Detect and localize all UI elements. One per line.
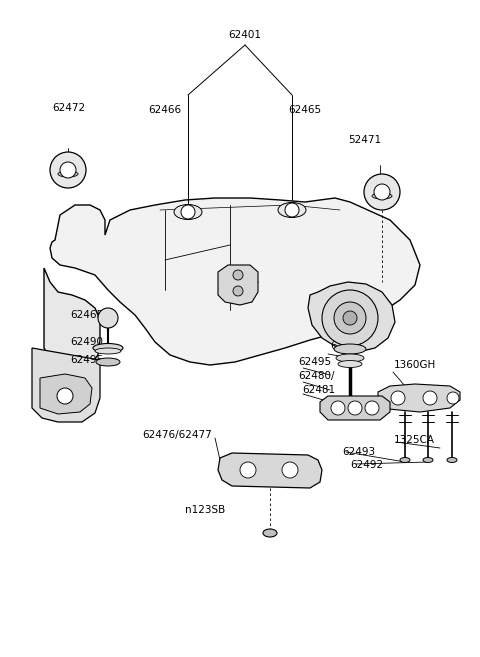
Ellipse shape bbox=[263, 529, 277, 537]
Text: 62495: 62495 bbox=[298, 357, 331, 367]
Circle shape bbox=[343, 311, 357, 325]
Polygon shape bbox=[218, 265, 258, 305]
Ellipse shape bbox=[278, 202, 306, 217]
Circle shape bbox=[374, 184, 390, 200]
Ellipse shape bbox=[95, 348, 121, 354]
Ellipse shape bbox=[336, 354, 364, 362]
Text: 52471: 52471 bbox=[348, 135, 381, 145]
Circle shape bbox=[285, 203, 299, 217]
Polygon shape bbox=[218, 453, 322, 488]
Polygon shape bbox=[50, 198, 420, 365]
Circle shape bbox=[365, 401, 379, 415]
Ellipse shape bbox=[96, 358, 120, 366]
Text: 1325CA: 1325CA bbox=[394, 435, 435, 445]
Circle shape bbox=[391, 391, 405, 405]
Text: 62401: 62401 bbox=[228, 30, 262, 40]
Circle shape bbox=[423, 391, 437, 405]
Polygon shape bbox=[320, 396, 390, 420]
Text: 62481: 62481 bbox=[302, 385, 335, 395]
Ellipse shape bbox=[338, 361, 362, 367]
Text: 62490: 62490 bbox=[70, 337, 103, 347]
Text: 62491: 62491 bbox=[330, 341, 363, 351]
Text: 62466: 62466 bbox=[148, 105, 181, 115]
Ellipse shape bbox=[447, 457, 457, 463]
Polygon shape bbox=[40, 374, 92, 414]
Polygon shape bbox=[378, 384, 460, 412]
Circle shape bbox=[364, 174, 400, 210]
Ellipse shape bbox=[334, 344, 366, 354]
Text: 62465: 62465 bbox=[330, 327, 363, 337]
Ellipse shape bbox=[58, 171, 78, 177]
Circle shape bbox=[233, 286, 243, 296]
Ellipse shape bbox=[372, 193, 392, 199]
Text: 62480/: 62480/ bbox=[298, 371, 335, 381]
Circle shape bbox=[331, 401, 345, 415]
Circle shape bbox=[447, 392, 459, 404]
Ellipse shape bbox=[400, 457, 410, 463]
Polygon shape bbox=[32, 348, 100, 422]
Polygon shape bbox=[44, 268, 100, 368]
Text: 62465: 62465 bbox=[288, 105, 321, 115]
Text: 62476/62477: 62476/62477 bbox=[142, 430, 212, 440]
Ellipse shape bbox=[93, 344, 123, 353]
Text: 62465: 62465 bbox=[70, 310, 103, 320]
Ellipse shape bbox=[423, 457, 433, 463]
Text: 62472: 62472 bbox=[52, 103, 85, 113]
Circle shape bbox=[348, 401, 362, 415]
Circle shape bbox=[60, 162, 76, 178]
Circle shape bbox=[181, 205, 195, 219]
Circle shape bbox=[98, 308, 118, 328]
Text: n123SB: n123SB bbox=[185, 505, 225, 515]
Text: 1360GH: 1360GH bbox=[394, 360, 436, 370]
Circle shape bbox=[57, 388, 73, 404]
Polygon shape bbox=[308, 282, 395, 352]
Ellipse shape bbox=[174, 204, 202, 219]
Circle shape bbox=[282, 462, 298, 478]
Circle shape bbox=[50, 152, 86, 188]
Text: 62492: 62492 bbox=[350, 460, 383, 470]
Circle shape bbox=[233, 270, 243, 280]
Circle shape bbox=[240, 462, 256, 478]
Text: 62493: 62493 bbox=[342, 447, 375, 457]
Circle shape bbox=[334, 302, 366, 334]
Circle shape bbox=[322, 290, 378, 346]
Text: 62495: 62495 bbox=[70, 355, 103, 365]
